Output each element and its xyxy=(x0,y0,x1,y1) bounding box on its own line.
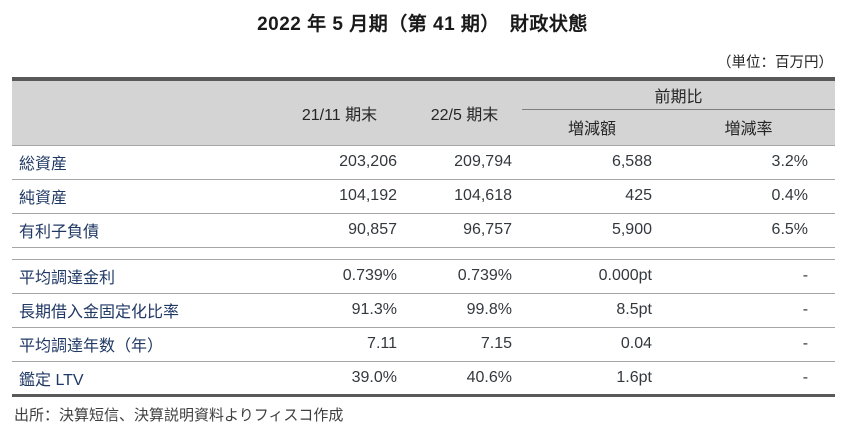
value-curr: 0.739% xyxy=(407,258,522,293)
value-prev: 7.11 xyxy=(272,326,407,361)
row-label: 有利子負債 xyxy=(12,212,272,247)
source-note: 出所：決算短信、決算説明資料よりフィスコ作成 xyxy=(14,406,344,424)
value-diff: 0.04 xyxy=(522,326,662,361)
header-row-top: 21/11 期末 22/5 期末 前期比 xyxy=(12,79,836,145)
row-label: 鑑定 LTV xyxy=(12,360,272,395)
value-rate: - xyxy=(662,360,836,395)
unit-note: （単位：百万円） xyxy=(717,55,833,71)
header-row-sub: 増減額 増減率 xyxy=(12,109,836,145)
value-rate: - xyxy=(662,292,836,327)
value-diff: 5,900 xyxy=(522,212,662,247)
row-label: 純資産 xyxy=(12,178,272,213)
value-prev: 203,206 xyxy=(272,144,407,179)
table-row-avg-funding-rate: 平均調達金利 0.739% 0.739% 0.000pt - xyxy=(12,258,836,293)
value-prev: 0.739% xyxy=(272,258,407,293)
value-curr: 7.15 xyxy=(407,326,522,361)
table-row-appraisal-ltv: 鑑定 LTV 39.0% 40.6% 1.6pt - xyxy=(12,360,836,395)
value-diff: 6,588 xyxy=(522,144,662,179)
table-header: 21/11 期末 22/5 期末 前期比 増減額 増減率 xyxy=(12,79,836,145)
row-label: 総資産 xyxy=(12,144,272,179)
table-body: 総資産 203,206 209,794 6,588 3.2% 純資産 104,1… xyxy=(12,144,836,395)
header-period-curr: 22/5 期末 xyxy=(407,79,522,145)
value-rate: 0.4% xyxy=(662,178,836,213)
value-curr: 99.8% xyxy=(407,292,522,327)
value-prev: 91.3% xyxy=(272,292,407,327)
table-row-fixed-rate-ratio: 長期借入金固定化比率 91.3% 99.8% 8.5pt - xyxy=(12,292,836,327)
header-change-amount: 増減額 xyxy=(522,109,662,145)
value-rate: - xyxy=(662,326,836,361)
value-curr: 40.6% xyxy=(407,360,522,395)
value-curr: 209,794 xyxy=(407,144,522,179)
value-rate: 6.5% xyxy=(662,212,836,247)
table-row-interest-bearing-debt: 有利子負債 90,857 96,757 5,900 6.5% xyxy=(12,212,836,247)
row-label: 長期借入金固定化比率 xyxy=(12,292,272,327)
table-row-total-assets: 総資産 203,206 209,794 6,588 3.2% xyxy=(12,144,836,179)
header-prev-comparison: 前期比 xyxy=(522,79,836,110)
value-curr: 104,618 xyxy=(407,178,522,213)
value-diff: 0.000pt xyxy=(522,258,662,293)
row-label: 平均調達金利 xyxy=(12,258,272,293)
table-row-avg-funding-years: 平均調達年数（年） 7.11 7.15 0.04 - xyxy=(12,326,836,361)
financial-position-table: 21/11 期末 22/5 期末 前期比 増減額 増減率 総資産 203,206… xyxy=(12,77,836,397)
header-period-prev: 21/11 期末 xyxy=(272,79,407,145)
page-title: 2022 年 5 月期（第 41 期） 財政状態 xyxy=(257,14,588,35)
value-diff: 425 xyxy=(522,178,662,213)
value-rate: 3.2% xyxy=(662,144,836,179)
value-curr: 96,757 xyxy=(407,212,522,247)
spacer-cell xyxy=(12,246,836,259)
row-label: 平均調達年数（年） xyxy=(12,326,272,361)
table-row-net-assets: 純資産 104,192 104,618 425 0.4% xyxy=(12,178,836,213)
value-prev: 90,857 xyxy=(272,212,407,247)
value-prev: 39.0% xyxy=(272,360,407,395)
value-diff: 8.5pt xyxy=(522,292,662,327)
value-rate: - xyxy=(662,258,836,293)
spacer-row xyxy=(12,246,836,259)
header-empty-cell xyxy=(12,79,272,145)
value-prev: 104,192 xyxy=(272,178,407,213)
value-diff: 1.6pt xyxy=(522,360,662,395)
header-change-rate: 増減率 xyxy=(662,109,836,145)
